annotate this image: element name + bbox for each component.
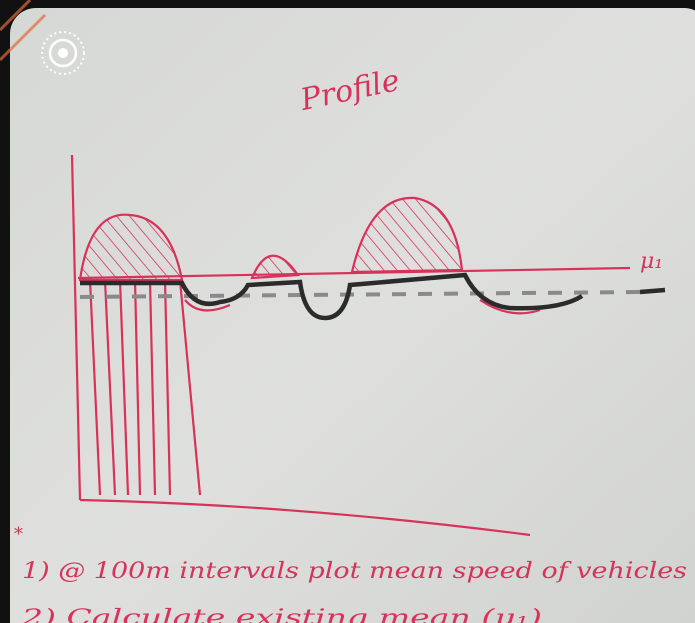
bullet: * [14, 524, 23, 545]
axis-label: μ₁ [640, 249, 663, 274]
note: 2) Calculate existing mean (μ₁) [20, 606, 542, 623]
note: 1) @ 100m intervals plot mean speed of v… [22, 559, 687, 584]
whiteboard-photo: Profile μ₁ * 1) @ 100m intervals plot me… [0, 0, 695, 623]
